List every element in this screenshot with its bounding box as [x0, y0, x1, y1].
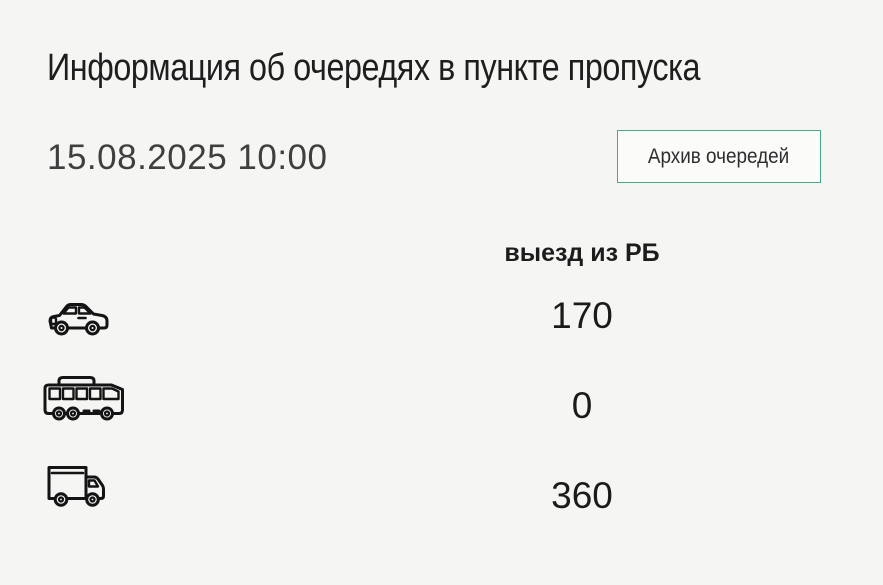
queue-datetime: 15.08.2025 10:00 — [47, 138, 328, 177]
queue-row-car-value: 170 — [432, 295, 732, 337]
queue-row-bus-value: 0 — [432, 385, 732, 427]
car-icon — [45, 297, 111, 337]
queue-row-truck-value: 360 — [432, 475, 732, 517]
column-header-exit-rb: выезд из РБ — [504, 239, 660, 267]
bus-queue-count: 0 — [571, 385, 593, 426]
bus-icon — [42, 372, 128, 422]
truck-icon — [45, 461, 109, 513]
archive-button-label: Архив очередей — [648, 144, 790, 168]
car-queue-count: 170 — [551, 295, 613, 336]
truck-queue-count: 360 — [551, 475, 613, 516]
archive-button[interactable]: Архив очередей — [617, 130, 821, 183]
page-title: Информация об очередях в пункте пропуска — [47, 47, 701, 90]
